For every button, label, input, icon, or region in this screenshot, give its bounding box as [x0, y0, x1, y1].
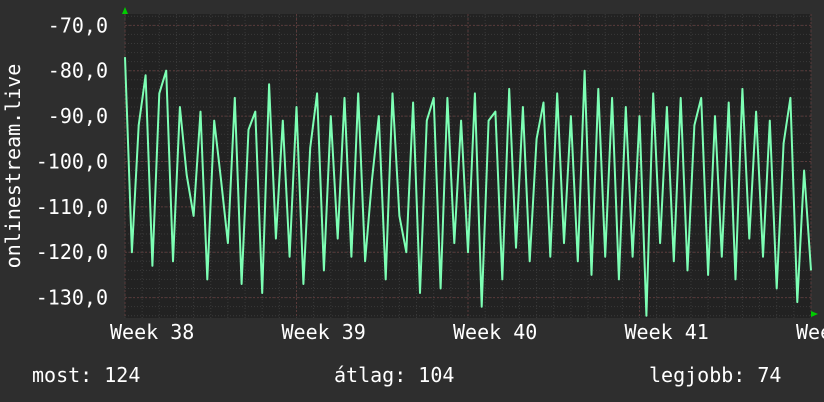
x-tick-label: Week 38 [110, 320, 194, 344]
x-tick-label: Week 42 [796, 320, 824, 344]
y-tick-label: -120,0 [36, 240, 108, 264]
x-tick-labels: Week 38 Week 39 Week 40 Week 41 Week 42 [110, 320, 824, 344]
footer-best: legjobb: 74 [649, 363, 781, 387]
y-axis-label: onlinestream.live [1, 64, 25, 269]
y-tick-label: -100,0 [36, 149, 108, 173]
x-tick-label: Week 39 [282, 320, 366, 344]
x-axis-arrow-icon [811, 311, 818, 317]
footer-current: most: 124 [32, 363, 140, 387]
y-tick-label: -70,0 [48, 13, 108, 37]
series-line [124, 57, 812, 317]
footer-average: átlag: 104 [334, 363, 454, 387]
y-axis-arrow-icon [122, 7, 128, 14]
x-tick-label: Week 40 [453, 320, 537, 344]
y-tick-label: -90,0 [48, 104, 108, 128]
y-tick-label: -80,0 [48, 59, 108, 83]
y-tick-label: -130,0 [36, 286, 108, 310]
y-tick-labels: -70,0 -80,0 -90,0 -100,0 -110,0 -120,0 -130,0 [36, 13, 108, 309]
x-tick-label: Week 41 [625, 320, 709, 344]
y-tick-label: -110,0 [36, 195, 108, 219]
